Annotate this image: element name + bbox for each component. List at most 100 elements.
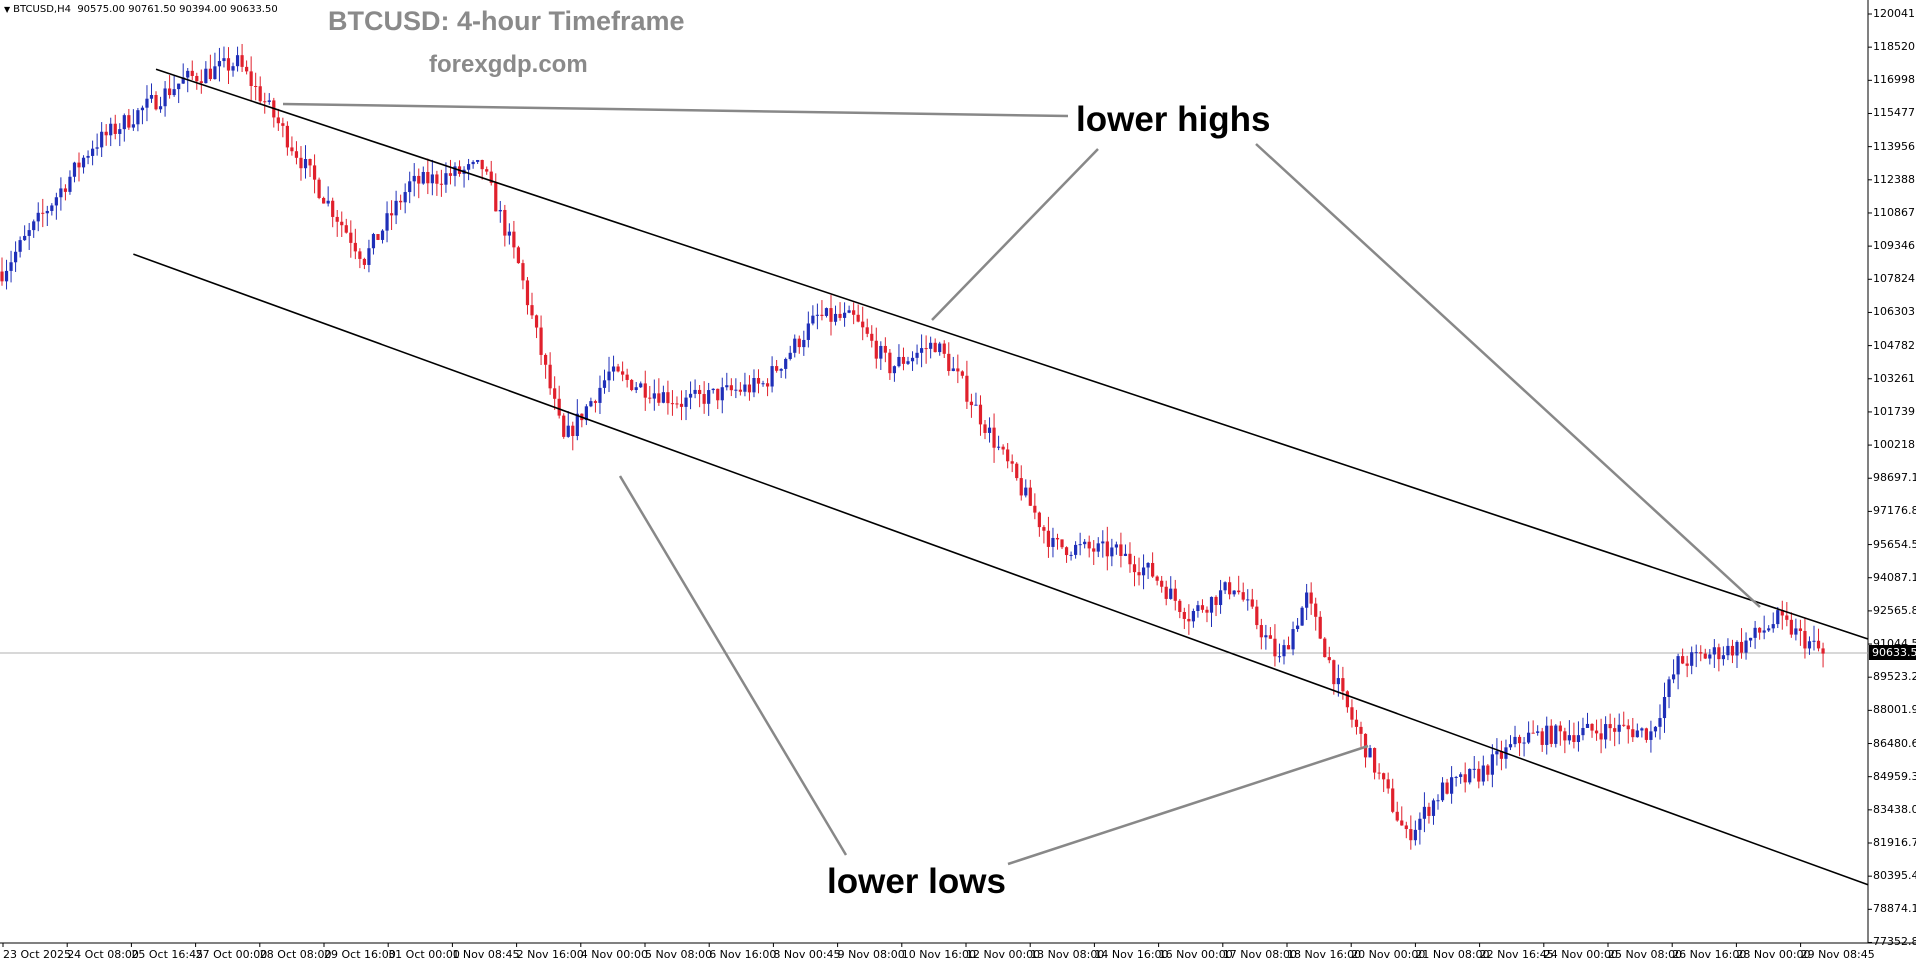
x-tick-label: 1 Nov 08:45 bbox=[452, 948, 520, 961]
candle-body bbox=[625, 374, 629, 380]
candle-body bbox=[1155, 576, 1159, 581]
candle-body bbox=[698, 389, 702, 395]
candle-body bbox=[824, 308, 829, 316]
x-tick-label: 23 Oct 2025 bbox=[3, 948, 72, 961]
candle-body bbox=[829, 308, 833, 322]
candle-body bbox=[820, 314, 824, 316]
candle-body bbox=[1431, 800, 1436, 816]
x-tick-label: 12 Nov 00:00 bbox=[966, 948, 1041, 961]
candle-body bbox=[1649, 731, 1653, 740]
candle-body bbox=[1694, 652, 1698, 654]
candle-body bbox=[358, 251, 362, 259]
candle-body bbox=[1250, 599, 1254, 607]
candle-body bbox=[1690, 652, 1694, 666]
trend-line bbox=[133, 253, 1869, 886]
candle-body bbox=[965, 375, 969, 402]
candle-body bbox=[240, 55, 244, 67]
candle-body bbox=[516, 247, 521, 264]
candle-body bbox=[50, 205, 54, 211]
candle-body bbox=[992, 427, 996, 448]
candle-body bbox=[1354, 719, 1359, 727]
y-tick-label: 86480.60 bbox=[1873, 736, 1916, 750]
candle-body bbox=[1459, 774, 1463, 777]
candle-body bbox=[729, 385, 733, 391]
y-tick-label: 80395.40 bbox=[1873, 869, 1916, 883]
y-tick-label: 81916.70 bbox=[1873, 836, 1916, 849]
candle-body bbox=[371, 234, 376, 249]
candle-body bbox=[593, 401, 598, 403]
candle-body bbox=[1495, 751, 1499, 755]
candle-body bbox=[1033, 505, 1037, 513]
candle-body bbox=[1345, 691, 1350, 708]
candle-body bbox=[738, 389, 742, 392]
candle-body bbox=[385, 213, 389, 231]
candle-body bbox=[575, 413, 579, 436]
candle-body bbox=[1101, 541, 1105, 544]
candle-body bbox=[1644, 728, 1648, 740]
candle-body bbox=[938, 343, 942, 353]
candle-body bbox=[122, 115, 126, 130]
x-tick-label: 25 Nov 08:00 bbox=[1608, 948, 1683, 961]
candle-body bbox=[149, 94, 154, 99]
candle-body bbox=[1128, 553, 1132, 565]
candle-body bbox=[1472, 768, 1476, 770]
candle-body bbox=[1477, 768, 1481, 782]
candle-body bbox=[1517, 736, 1522, 744]
y-tick-marks bbox=[1868, 13, 1872, 943]
candle-body bbox=[1513, 736, 1517, 745]
candle-body bbox=[1803, 630, 1807, 649]
x-tick-label: 24 Oct 08:00 bbox=[67, 948, 139, 961]
candle-body bbox=[86, 155, 90, 158]
candle-body bbox=[1622, 724, 1626, 726]
candle-body bbox=[127, 115, 131, 128]
candle-body bbox=[924, 348, 928, 350]
candle-body bbox=[933, 342, 937, 353]
candle-body bbox=[41, 212, 45, 214]
candle-body bbox=[444, 173, 448, 185]
candle-body bbox=[838, 313, 842, 318]
y-tick-label: 106303.60 bbox=[1873, 305, 1916, 319]
candle-body bbox=[1554, 725, 1558, 744]
chart-subtitle: forexgdp.com bbox=[429, 51, 588, 78]
candle-body bbox=[1241, 592, 1245, 600]
candle-body bbox=[611, 366, 616, 372]
candle-body bbox=[1758, 627, 1762, 633]
candle-body bbox=[399, 200, 403, 203]
candle-body bbox=[997, 446, 1001, 448]
candle-body bbox=[199, 81, 203, 84]
y-tick-label: 112388.80 bbox=[1873, 172, 1916, 186]
candle-body bbox=[1160, 580, 1164, 587]
candle-body bbox=[1114, 544, 1118, 548]
candle-body bbox=[652, 393, 656, 399]
candle-body bbox=[1613, 728, 1617, 732]
candle-body bbox=[1064, 547, 1069, 556]
candle-body bbox=[693, 389, 697, 394]
candle-body bbox=[743, 384, 747, 392]
candle-body bbox=[186, 70, 190, 78]
candle-body bbox=[322, 197, 326, 204]
candle-body bbox=[494, 182, 498, 212]
candle-body bbox=[1776, 610, 1780, 625]
candle-body bbox=[172, 89, 176, 96]
candle-body bbox=[661, 392, 665, 403]
candle-body bbox=[621, 371, 625, 375]
y-tick-label: 94087.10 bbox=[1873, 570, 1916, 584]
candle-body bbox=[285, 125, 289, 148]
candle-body bbox=[1681, 656, 1685, 664]
candle-body bbox=[1006, 449, 1010, 462]
x-tick-label: 28 Nov 00:00 bbox=[1736, 948, 1811, 961]
candle-body bbox=[1223, 582, 1227, 591]
candle-body bbox=[847, 310, 851, 313]
candle-body bbox=[1400, 820, 1404, 826]
candle-body bbox=[1209, 596, 1214, 613]
candle-body bbox=[1572, 735, 1576, 742]
candle-body bbox=[1377, 772, 1381, 774]
candle-body bbox=[1300, 607, 1304, 626]
candle-body bbox=[367, 248, 371, 265]
candle-body bbox=[340, 221, 344, 226]
candle-body bbox=[485, 169, 489, 172]
candle-body bbox=[675, 403, 679, 405]
candle-body bbox=[430, 174, 434, 184]
candle-body bbox=[1712, 647, 1716, 655]
candle-body bbox=[1717, 647, 1721, 660]
